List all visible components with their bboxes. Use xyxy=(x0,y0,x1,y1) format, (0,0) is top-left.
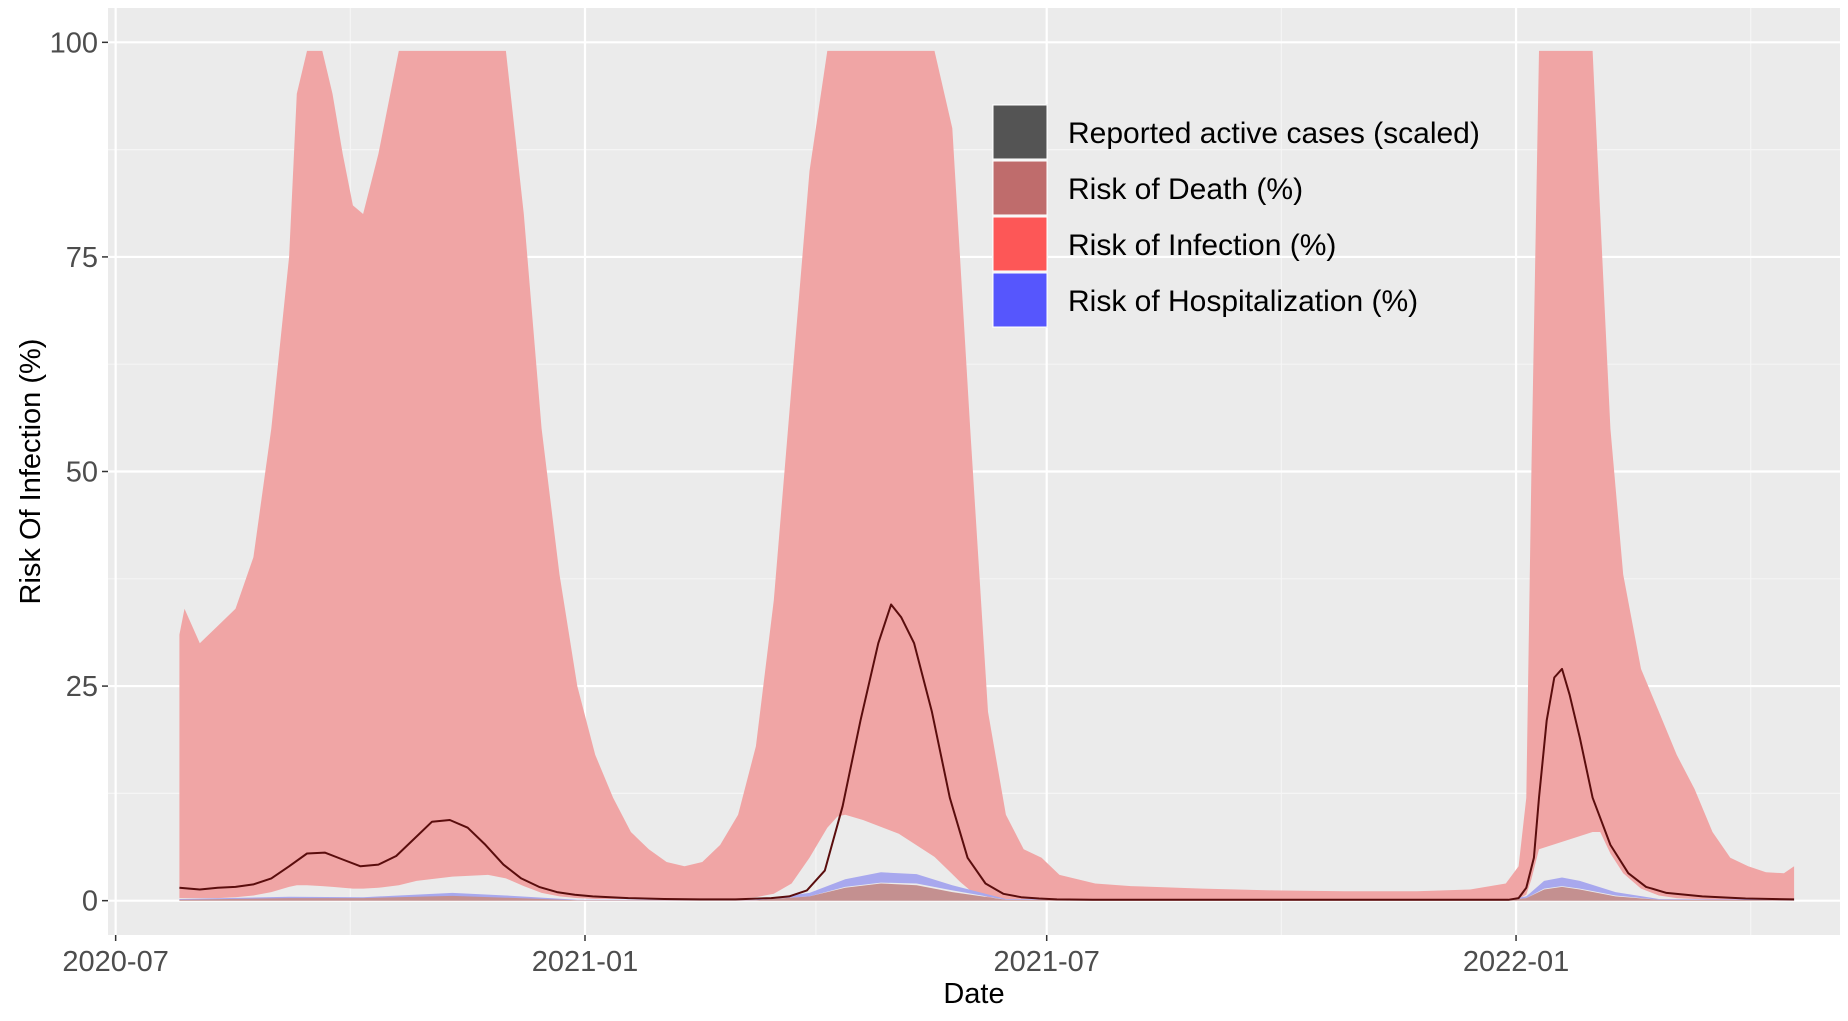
reported-active-cases-scaled-line xyxy=(179,603,1795,901)
y-axis-label: Risk Of Infection (%) xyxy=(15,339,47,605)
x-axis: 2020-07 2021-01 2021-07 2022-01 xyxy=(62,935,1569,978)
risk-of-infection-band xyxy=(179,50,1795,900)
data-layer xyxy=(179,50,1795,901)
y-tick-label: 25 xyxy=(66,671,98,703)
legend-label-risk-of-infection: Risk of Infection (%) xyxy=(1068,229,1336,262)
y-tick-label: 75 xyxy=(66,242,98,274)
x-tick-label: 2020-07 xyxy=(62,946,168,978)
y-axis: 0 25 50 75 100 xyxy=(50,27,108,918)
x-axis-label: Date xyxy=(943,978,1004,1010)
legend-swatch-reported-active-cases-scaled xyxy=(992,104,1048,160)
legend-swatch-risk-of-infection xyxy=(992,216,1048,272)
y-tick-label: 100 xyxy=(50,27,98,59)
x-tick-label: 2021-01 xyxy=(532,946,638,978)
legend-label-risk-of-hospitalization: Risk of Hospitalization (%) xyxy=(1068,285,1418,318)
y-tick-label: 50 xyxy=(66,457,98,489)
risk-of-death-band xyxy=(179,883,1795,901)
legend-label-risk-of-death: Risk of Death (%) xyxy=(1068,173,1303,206)
x-tick-label: 2021-07 xyxy=(993,946,1099,978)
risk-of-hospitalization-band xyxy=(179,872,1795,901)
x-tick-label: 2022-01 xyxy=(1463,946,1569,978)
legend-swatch-risk-of-hospitalization xyxy=(992,272,1048,328)
legend-swatch-risk-of-death xyxy=(992,160,1048,216)
y-tick-label: 0 xyxy=(82,886,98,918)
legend: Reported active cases (scaled) Risk of De… xyxy=(992,104,1480,328)
legend-label-reported-active-cases-scaled: Reported active cases (scaled) xyxy=(1068,117,1480,150)
